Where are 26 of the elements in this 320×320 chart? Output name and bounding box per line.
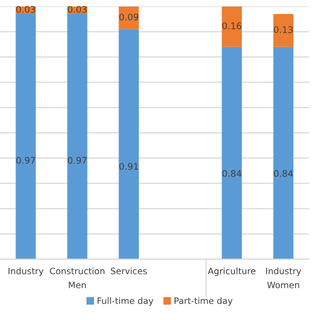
bar — [273, 14, 294, 47]
legend-label: Full-time day — [98, 297, 154, 306]
data-label: 0.97 — [68, 156, 87, 164]
bar — [222, 46, 242, 260]
data-label: 0.09 — [119, 14, 138, 20]
data-label: 0.13 — [274, 26, 293, 34]
text: Men — [68, 282, 86, 288]
x-tick-label: Industry — [266, 268, 302, 276]
bar — [118, 29, 139, 260]
data-label: 0.84 — [222, 170, 242, 177]
data-label: 0.97 — [16, 156, 36, 164]
data-label: 0.03 — [68, 6, 87, 13]
x-tick-label: Construction — [50, 268, 104, 274]
bar — [222, 6, 242, 47]
data-label: 0.16 — [222, 22, 242, 30]
bar — [16, 14, 36, 260]
text: Women — [267, 282, 300, 288]
data-label: 0.91 — [119, 162, 138, 170]
data-label: 0.03 — [16, 6, 36, 13]
legend-label: Part-time day — [174, 297, 233, 306]
bar — [273, 46, 294, 260]
x-tick-label: Industry — [8, 268, 44, 276]
x-tick-label: Agriculture — [208, 268, 256, 276]
bar — [67, 14, 88, 260]
x-tick-label: Services — [110, 268, 147, 274]
data-label: 0.84 — [274, 170, 293, 177]
